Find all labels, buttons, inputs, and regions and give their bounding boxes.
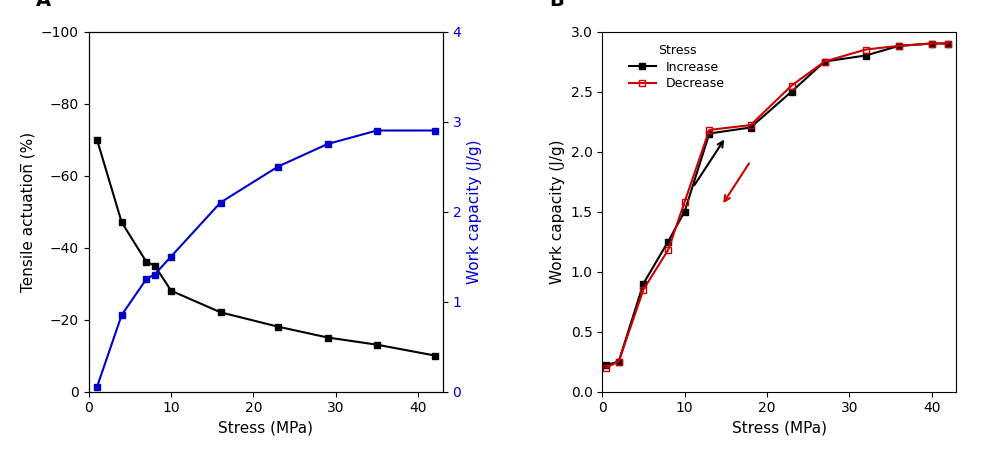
Decrease [860, 47, 872, 52]
Decrease [818, 59, 830, 64]
Increase [786, 89, 798, 94]
Increase [703, 131, 715, 136]
Decrease [613, 359, 625, 364]
Decrease [786, 83, 798, 88]
X-axis label: Stress (MPa): Stress (MPa) [218, 421, 314, 436]
Increase [678, 209, 690, 214]
Decrease [744, 122, 756, 128]
Increase [613, 359, 625, 364]
Decrease [943, 41, 954, 46]
Increase [860, 53, 872, 58]
Decrease [893, 43, 905, 49]
Y-axis label: Work capacity (J/g): Work capacity (J/g) [550, 139, 565, 284]
Decrease [663, 247, 674, 252]
Increase [943, 41, 954, 46]
Increase [663, 239, 674, 244]
Decrease [638, 287, 650, 292]
Legend: Increase, Decrease: Increase, Decrease [626, 41, 728, 93]
Increase [744, 125, 756, 130]
Y-axis label: Tensile actuation̅ (%): Tensile actuation̅ (%) [21, 131, 35, 292]
Line: Increase: Increase [602, 40, 951, 369]
Increase [893, 43, 905, 49]
Increase [600, 362, 612, 368]
Decrease [678, 199, 690, 205]
Decrease [926, 41, 938, 46]
Increase [818, 59, 830, 64]
Increase [926, 41, 938, 46]
Text: A: A [35, 0, 50, 10]
Text: B: B [549, 0, 564, 10]
X-axis label: Stress (MPa): Stress (MPa) [732, 421, 827, 436]
Decrease [703, 127, 715, 133]
Decrease [600, 365, 612, 370]
Y-axis label: Work capacity (J/g): Work capacity (J/g) [467, 139, 482, 284]
Increase [638, 281, 650, 286]
Line: Decrease: Decrease [602, 40, 951, 371]
